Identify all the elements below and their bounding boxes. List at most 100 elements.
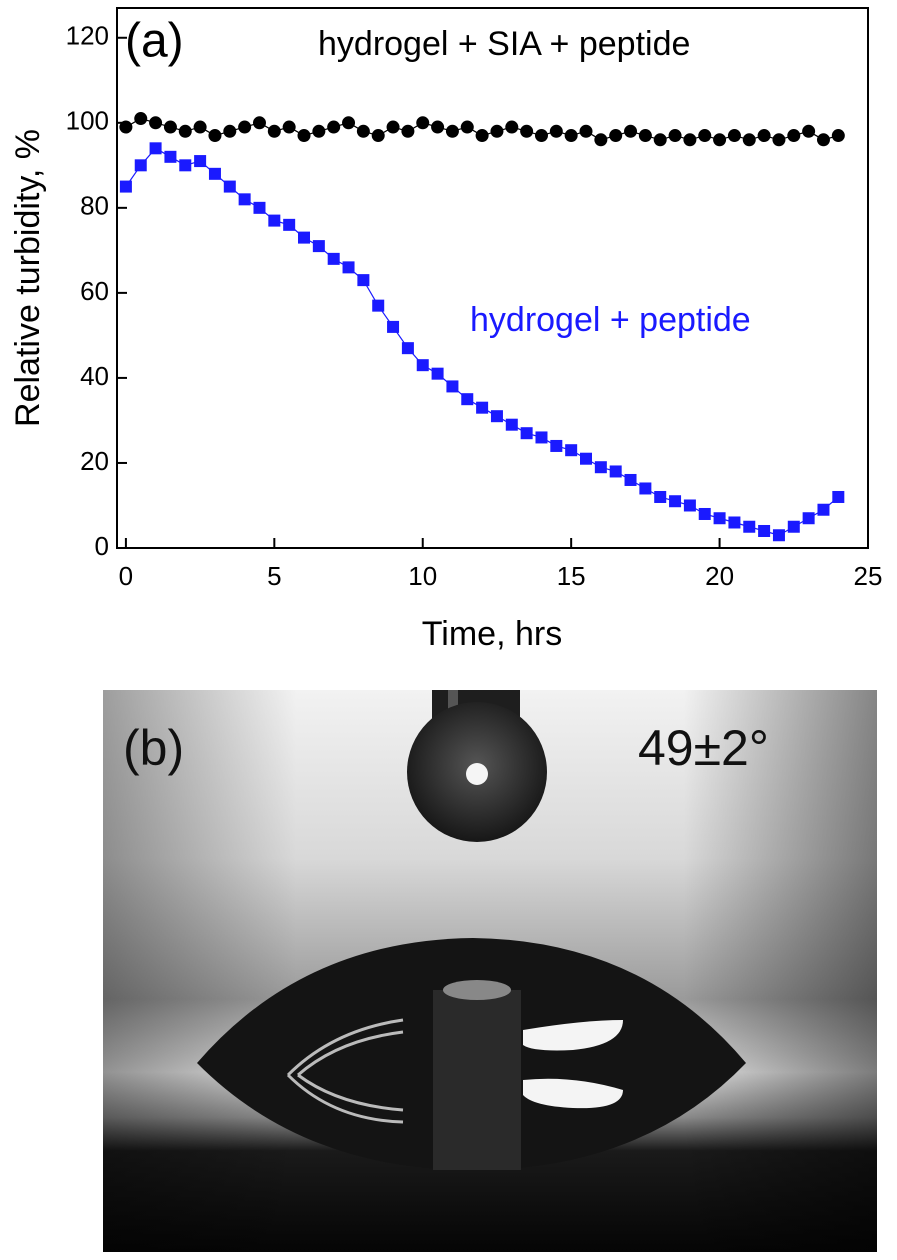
point <box>490 124 504 138</box>
point <box>520 427 533 440</box>
point <box>772 529 785 542</box>
point <box>564 129 578 143</box>
drop-highlight <box>466 763 488 785</box>
point <box>787 129 801 143</box>
point <box>283 218 296 231</box>
point <box>609 465 622 478</box>
x-tick-label: 5 <box>267 561 281 591</box>
point <box>178 124 192 138</box>
series-label: hydrogel + peptide <box>470 301 751 339</box>
panel-label: (a) <box>125 15 184 68</box>
contact-angle-photo: (b) 49±2° <box>103 690 877 1252</box>
point <box>476 401 489 414</box>
point <box>223 124 237 138</box>
point <box>832 490 845 503</box>
point <box>282 120 296 134</box>
point <box>698 129 712 143</box>
point <box>653 133 667 147</box>
point <box>520 124 534 138</box>
point <box>372 299 385 312</box>
point <box>163 120 177 134</box>
point <box>461 393 474 406</box>
point <box>119 180 132 193</box>
point <box>609 129 623 143</box>
point <box>371 129 385 143</box>
y-tick-label: 0 <box>95 531 109 561</box>
point <box>223 180 236 193</box>
point <box>253 201 266 214</box>
point <box>252 116 266 130</box>
point <box>431 367 444 380</box>
point <box>238 120 252 134</box>
point <box>194 155 207 168</box>
point <box>387 320 400 333</box>
point <box>208 129 222 143</box>
point <box>713 512 726 525</box>
point <box>757 129 771 143</box>
point <box>743 520 756 533</box>
point <box>713 133 727 147</box>
point <box>534 129 548 143</box>
point <box>817 503 830 516</box>
point <box>683 133 697 147</box>
point <box>549 124 563 138</box>
y-tick-label: 100 <box>66 106 109 136</box>
point <box>816 133 830 147</box>
point <box>327 252 340 265</box>
point <box>802 512 815 525</box>
panel-label: (b) <box>123 720 184 776</box>
point <box>580 452 593 465</box>
point <box>668 129 682 143</box>
y-tick-label: 20 <box>80 446 109 476</box>
point <box>446 380 459 393</box>
x-tick-label: 20 <box>705 561 734 591</box>
point <box>357 274 370 287</box>
point <box>327 120 341 134</box>
point <box>683 499 696 512</box>
y-tick-label: 120 <box>66 21 109 51</box>
x-tick-label: 10 <box>408 561 437 591</box>
point <box>550 439 563 452</box>
point <box>342 116 356 130</box>
reflection-lines <box>286 1018 404 1124</box>
x-tick-label: 0 <box>119 561 133 591</box>
series-label: hydrogel + SIA + peptide <box>318 25 690 63</box>
point <box>624 473 637 486</box>
point <box>624 124 638 138</box>
point <box>742 133 756 147</box>
point <box>445 124 459 138</box>
point <box>505 418 518 431</box>
point <box>164 150 177 163</box>
point <box>727 129 741 143</box>
point <box>579 124 593 138</box>
point <box>267 124 281 138</box>
point <box>490 410 503 423</box>
point <box>565 444 578 457</box>
point <box>772 133 786 147</box>
point <box>416 359 429 372</box>
point <box>758 524 771 537</box>
point <box>401 342 414 355</box>
point <box>654 490 667 503</box>
point <box>312 240 325 253</box>
point <box>134 112 148 126</box>
point <box>475 129 489 143</box>
point <box>386 120 400 134</box>
point <box>639 482 652 495</box>
reflection-lower <box>523 1078 623 1109</box>
contact-angle: 49±2° <box>638 720 769 776</box>
point <box>297 129 311 143</box>
point <box>179 159 192 172</box>
y-tick-label: 80 <box>80 191 109 221</box>
point <box>431 120 445 134</box>
x-tick-label: 15 <box>557 561 586 591</box>
point <box>149 142 162 155</box>
point <box>193 120 207 134</box>
point <box>342 261 355 274</box>
point <box>401 124 415 138</box>
point <box>535 431 548 444</box>
point <box>728 516 741 529</box>
point <box>238 193 251 206</box>
point <box>831 129 845 143</box>
